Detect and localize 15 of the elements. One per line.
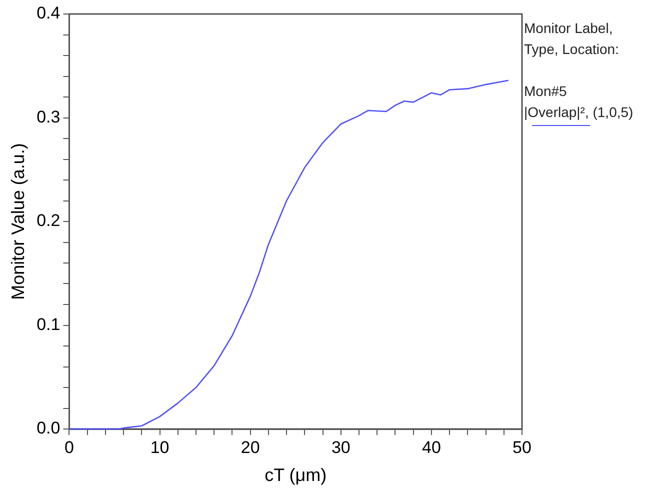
legend-title: Monitor Label, Type, Location:: [524, 19, 620, 59]
x-tick-label: 10: [150, 438, 170, 457]
x-axis-title: cT (μm): [264, 465, 327, 486]
x-tick-label: 20: [240, 438, 260, 457]
y-tick-label: 0.1: [36, 314, 60, 334]
x-tick-label: 50: [512, 438, 532, 457]
x-tick-label: 0: [64, 438, 74, 457]
y-tick-label: 0.3: [36, 107, 60, 126]
x-tick-label: 30: [331, 438, 350, 457]
y-tick-label: 0.4: [36, 4, 60, 23]
y-axis-title: Monitor Value (a.u.): [8, 143, 28, 300]
x-tick-label: 40: [422, 438, 441, 457]
y-tick-label: 0.2: [36, 211, 60, 230]
series-label: Mon#5 |Overlap|², (1,0,5): [524, 82, 634, 122]
y-tick-label: 0.0: [36, 418, 60, 438]
